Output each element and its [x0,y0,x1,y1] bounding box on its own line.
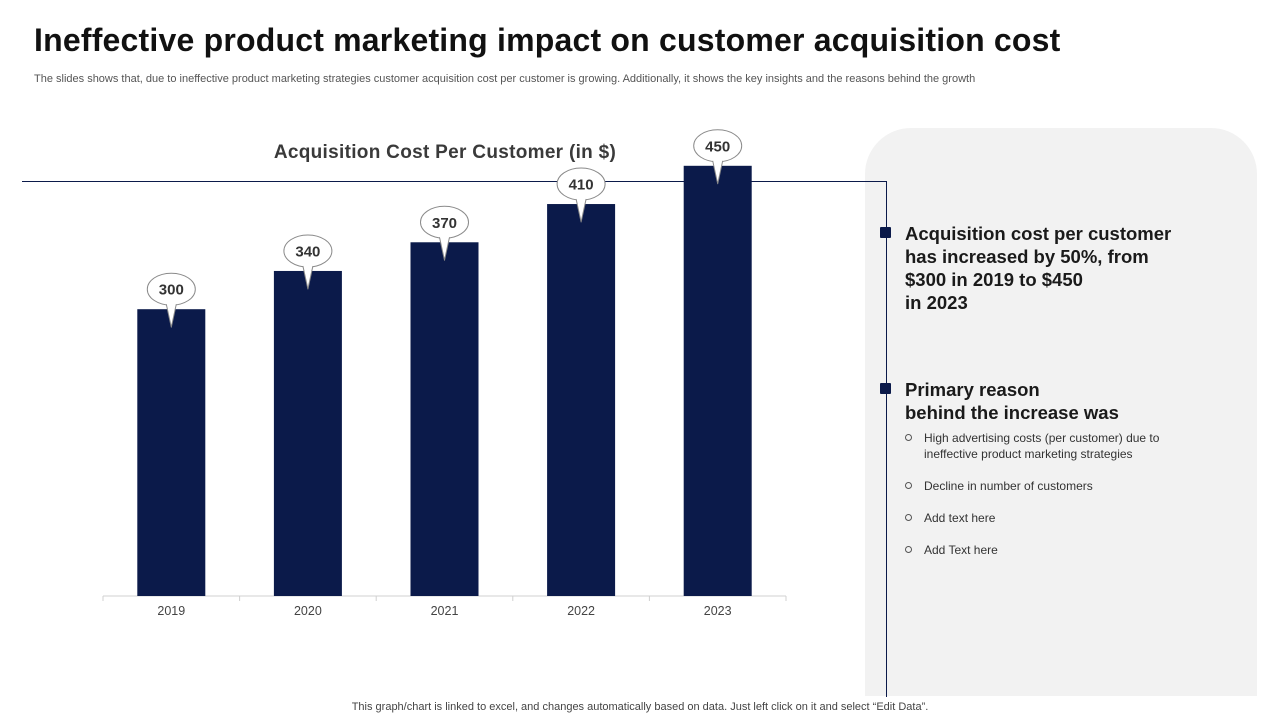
x-tick-label: 2022 [567,604,595,618]
reason-item-line: Decline in number of customers [924,479,1093,493]
data-label: 450 [705,138,730,155]
insight-1-line-2: has increased by 50%, from [905,246,1149,267]
data-label-pointer [575,198,587,223]
reason-item: Decline in number of customers [905,478,1205,494]
x-tick-label: 2023 [704,604,732,618]
reason-list: High advertising costs (per customer) du… [905,430,1205,574]
insight-1-line-1: Acquisition cost per customer [905,223,1172,244]
reason-item-line: Add text here [924,511,996,525]
bar-2023 [683,165,752,597]
reason-item: Add Text here [905,542,1205,558]
divider-vertical [886,181,887,697]
insights-panel [865,128,1257,696]
x-tick-label: 2020 [294,604,322,618]
data-label: 370 [432,215,457,232]
insight-1-line-4: in 2023 [905,292,968,313]
insight-1-line-3: $300 in 2019 to $450 [905,269,1083,290]
divider-horizontal [22,181,887,182]
bar-2022 [547,204,616,597]
page-title: Ineffective product marketing impact on … [34,22,1061,58]
insight-2-line-2: behind the increase was [905,402,1119,423]
bullet-circle-icon [905,514,912,521]
bullet-circle-icon [905,546,912,553]
data-label-pointer [165,304,177,328]
reason-item-line: High advertising costs (per customer) du… [924,431,1160,445]
insight-marker-1 [880,227,891,238]
bullet-circle-icon [905,482,912,489]
data-label: 300 [159,282,184,299]
reason-item-line: Add Text here [924,543,998,557]
footer-note: This graph/chart is linked to excel, and… [351,701,929,713]
bar-2020 [273,270,342,596]
x-tick-label: 2021 [431,604,459,618]
data-label: 410 [569,177,594,194]
data-label-pointer [712,160,724,185]
bar-2019 [137,309,206,596]
page-subtitle: The slides shows that, due to ineffectiv… [34,73,976,85]
reason-item-line: ineffective product marketing strategies [924,447,1133,461]
chart-title: Acquisition Cost Per Customer (in $) [273,142,617,163]
insight-marker-2 [880,383,891,394]
x-tick-label: 2019 [157,604,185,618]
data-label: 340 [295,243,320,260]
reason-item: Add text here [905,510,1205,526]
bar-2021 [410,242,479,596]
data-label-pointer [302,265,314,290]
bullet-circle-icon [905,434,912,441]
insight-2: Primary reason behind the increase was [905,378,1119,424]
data-label-pointer [439,237,450,261]
insight-2-line-1: Primary reason [905,379,1040,400]
reason-item: High advertising costs (per customer) du… [905,430,1205,462]
insight-1: Acquisition cost per customer has increa… [905,222,1171,314]
